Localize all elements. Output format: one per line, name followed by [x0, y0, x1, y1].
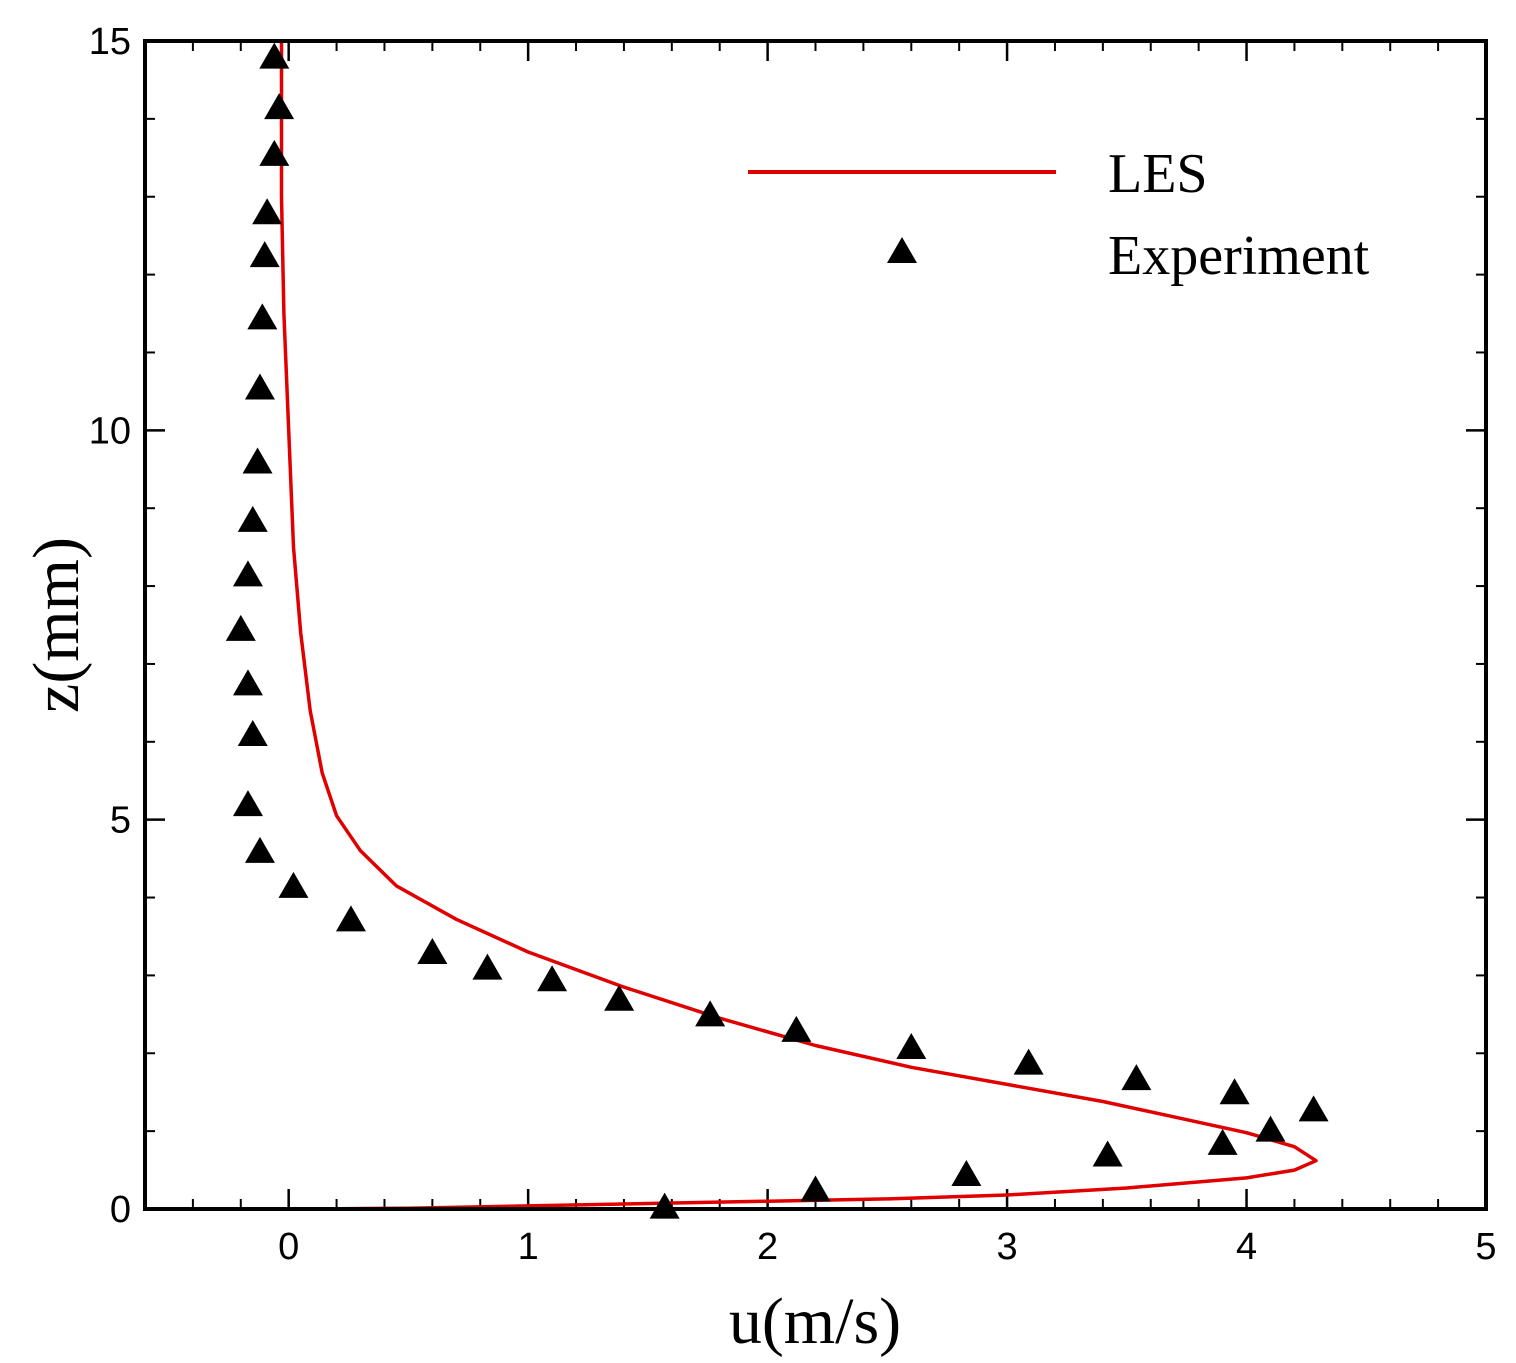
y-tick-label: 15	[89, 21, 131, 63]
experiment-point	[237, 505, 268, 532]
experiment-point	[232, 790, 263, 817]
experiment-point	[472, 953, 503, 980]
experiment-point	[252, 198, 283, 225]
experiment-point	[335, 905, 366, 932]
experiment-point	[247, 303, 278, 330]
experiment-point	[1207, 1128, 1238, 1155]
experiment-point	[244, 836, 275, 863]
experiment-point	[1092, 1140, 1123, 1167]
experiment-point	[649, 1192, 680, 1219]
experiment-point	[264, 93, 295, 120]
experiment-point	[278, 871, 309, 898]
experiment-point	[259, 42, 290, 69]
experiment-point	[232, 560, 263, 587]
experiment-point	[695, 1000, 726, 1027]
experiment-point	[1255, 1115, 1286, 1142]
experiment-point	[1013, 1048, 1044, 1075]
legend-les-label: LES	[1108, 143, 1208, 205]
legend-experiment-marker	[887, 237, 917, 263]
x-tick-label: 4	[1236, 1226, 1257, 1268]
y-tick-label: 10	[89, 410, 131, 452]
experiment-point	[800, 1175, 831, 1202]
legend-experiment-label: Experiment	[1108, 225, 1370, 287]
x-tick-label: 5	[1475, 1226, 1496, 1268]
experiment-point	[1121, 1064, 1152, 1091]
experiment-point	[232, 669, 263, 696]
experiment-point	[249, 241, 280, 268]
x-tick-label: 3	[997, 1226, 1018, 1268]
experiment-point	[244, 373, 275, 400]
plot-frame	[143, 39, 1488, 1211]
y-tick-label: 5	[110, 800, 131, 842]
experiment-point	[237, 720, 268, 747]
y-tick-label: 0	[110, 1189, 131, 1231]
labels-layer: 0 1 2 3 4 5 0 5 10 15	[89, 21, 1497, 1268]
x-tick-label: 1	[518, 1226, 539, 1268]
x-tick-label: 2	[757, 1226, 778, 1268]
experiment-point	[951, 1159, 982, 1186]
series-layer	[225, 41, 1329, 1219]
experiment-point	[1219, 1078, 1250, 1105]
experiment-point	[242, 447, 273, 474]
experiment-point	[1298, 1095, 1329, 1122]
experiment-point	[225, 614, 256, 641]
x-axis-title: u(m/s)	[729, 1285, 901, 1358]
experiment-point	[896, 1033, 927, 1060]
les-line	[279, 41, 1318, 1211]
experiment-point	[259, 139, 290, 166]
experiment-point	[417, 938, 448, 965]
x-tick-label: 0	[278, 1226, 299, 1268]
experiment-point	[604, 984, 635, 1011]
legend: LES Experiment	[748, 143, 1370, 287]
y-axis-title: z(mm)	[20, 537, 93, 713]
experiment-point	[781, 1015, 812, 1042]
experiment-point	[537, 965, 568, 992]
